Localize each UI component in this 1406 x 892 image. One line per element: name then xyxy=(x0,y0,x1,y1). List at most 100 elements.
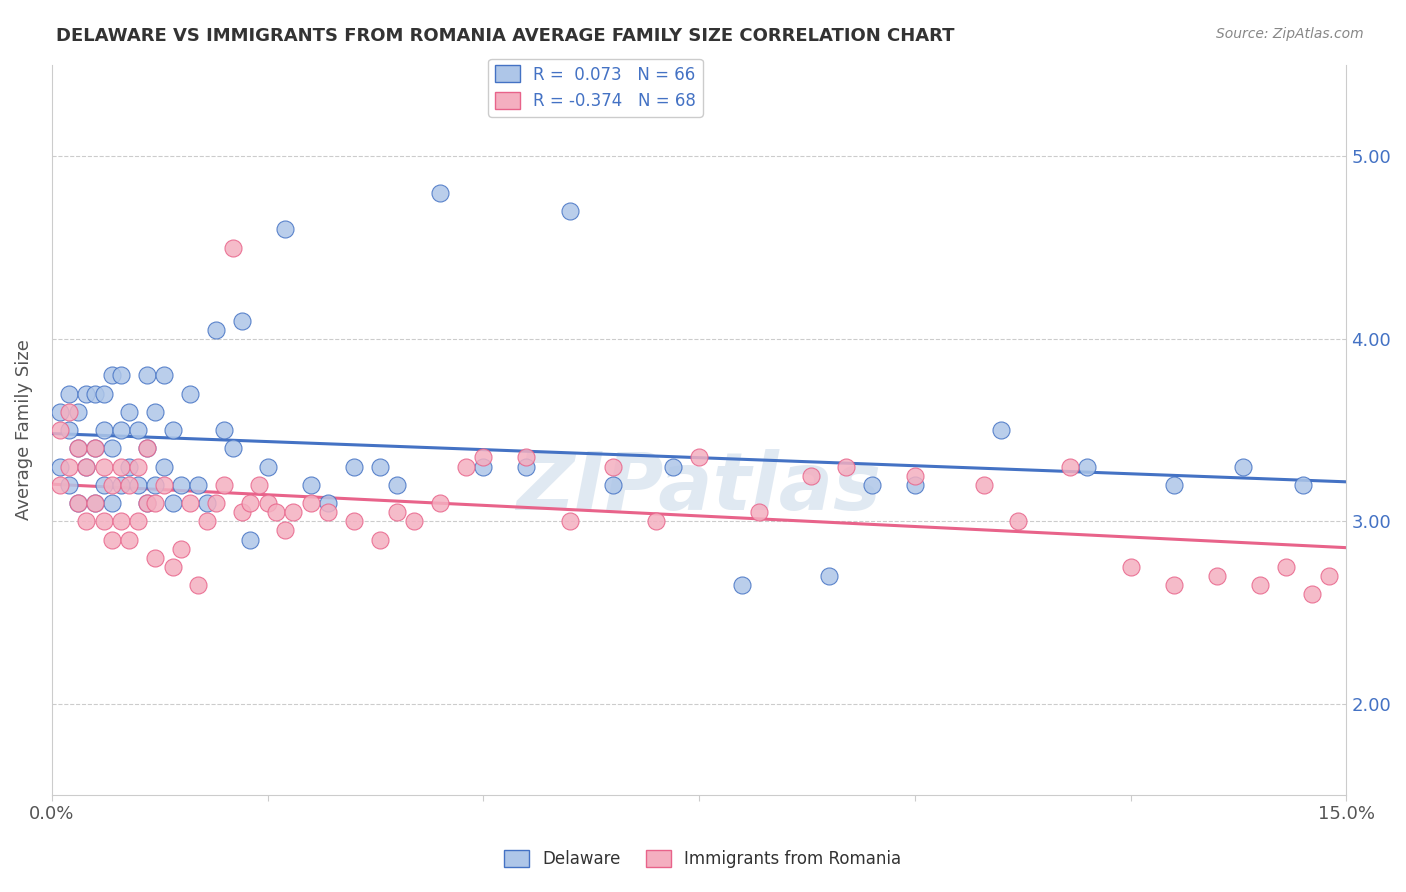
Point xyxy=(299,496,322,510)
Point xyxy=(602,459,624,474)
Point xyxy=(127,514,149,528)
Point xyxy=(860,477,883,491)
Point xyxy=(118,477,141,491)
Legend: Delaware, Immigrants from Romania: Delaware, Immigrants from Romania xyxy=(498,843,908,875)
Point xyxy=(429,186,451,200)
Point xyxy=(662,459,685,474)
Point xyxy=(75,386,97,401)
Point xyxy=(143,550,166,565)
Point xyxy=(558,204,581,219)
Point xyxy=(153,477,176,491)
Point xyxy=(256,496,278,510)
Point xyxy=(343,459,366,474)
Point xyxy=(904,468,927,483)
Point xyxy=(731,578,754,592)
Point xyxy=(274,222,297,236)
Point xyxy=(58,386,80,401)
Point xyxy=(49,423,72,437)
Point xyxy=(135,368,157,383)
Point xyxy=(135,442,157,456)
Point xyxy=(143,405,166,419)
Point xyxy=(283,505,305,519)
Point xyxy=(66,496,89,510)
Point xyxy=(204,496,226,510)
Point xyxy=(264,505,287,519)
Point xyxy=(973,477,995,491)
Point xyxy=(1163,477,1185,491)
Point xyxy=(93,459,115,474)
Text: DELAWARE VS IMMIGRANTS FROM ROMANIA AVERAGE FAMILY SIZE CORRELATION CHART: DELAWARE VS IMMIGRANTS FROM ROMANIA AVER… xyxy=(56,27,955,45)
Point xyxy=(93,423,115,437)
Point xyxy=(93,514,115,528)
Point xyxy=(1076,459,1098,474)
Point xyxy=(49,477,72,491)
Point xyxy=(101,496,124,510)
Point xyxy=(404,514,426,528)
Point xyxy=(110,423,132,437)
Point xyxy=(602,477,624,491)
Point xyxy=(75,514,97,528)
Point xyxy=(231,505,253,519)
Point xyxy=(83,442,105,456)
Point xyxy=(231,313,253,327)
Point xyxy=(316,505,339,519)
Point xyxy=(454,459,477,474)
Point xyxy=(904,477,927,491)
Point xyxy=(162,560,184,574)
Point xyxy=(817,569,839,583)
Point xyxy=(1275,560,1298,574)
Point xyxy=(239,496,262,510)
Point xyxy=(101,533,124,547)
Point xyxy=(110,477,132,491)
Point xyxy=(1119,560,1142,574)
Point xyxy=(195,496,218,510)
Point xyxy=(214,477,236,491)
Point xyxy=(299,477,322,491)
Point xyxy=(748,505,770,519)
Point xyxy=(75,459,97,474)
Point xyxy=(75,459,97,474)
Point xyxy=(118,459,141,474)
Point xyxy=(1292,477,1315,491)
Point xyxy=(800,468,823,483)
Point xyxy=(195,514,218,528)
Point xyxy=(239,533,262,547)
Point xyxy=(49,405,72,419)
Point xyxy=(1007,514,1029,528)
Point xyxy=(179,386,201,401)
Point xyxy=(118,405,141,419)
Point xyxy=(143,477,166,491)
Point xyxy=(66,442,89,456)
Point xyxy=(688,450,710,465)
Point xyxy=(558,514,581,528)
Point xyxy=(58,405,80,419)
Point xyxy=(110,368,132,383)
Point xyxy=(515,459,537,474)
Point xyxy=(222,240,245,254)
Point xyxy=(1249,578,1271,592)
Text: ZIPatlas: ZIPatlas xyxy=(516,450,882,527)
Point xyxy=(110,459,132,474)
Point xyxy=(118,533,141,547)
Y-axis label: Average Family Size: Average Family Size xyxy=(15,340,32,520)
Point xyxy=(135,442,157,456)
Point xyxy=(990,423,1012,437)
Point xyxy=(1206,569,1229,583)
Point xyxy=(58,477,80,491)
Point xyxy=(274,524,297,538)
Point xyxy=(143,496,166,510)
Point xyxy=(247,477,270,491)
Point xyxy=(83,442,105,456)
Point xyxy=(204,323,226,337)
Point xyxy=(83,496,105,510)
Point xyxy=(153,368,176,383)
Point xyxy=(83,496,105,510)
Point xyxy=(179,496,201,510)
Text: Source: ZipAtlas.com: Source: ZipAtlas.com xyxy=(1216,27,1364,41)
Point xyxy=(162,423,184,437)
Point xyxy=(101,368,124,383)
Point xyxy=(645,514,668,528)
Point xyxy=(153,459,176,474)
Point xyxy=(343,514,366,528)
Point xyxy=(1232,459,1254,474)
